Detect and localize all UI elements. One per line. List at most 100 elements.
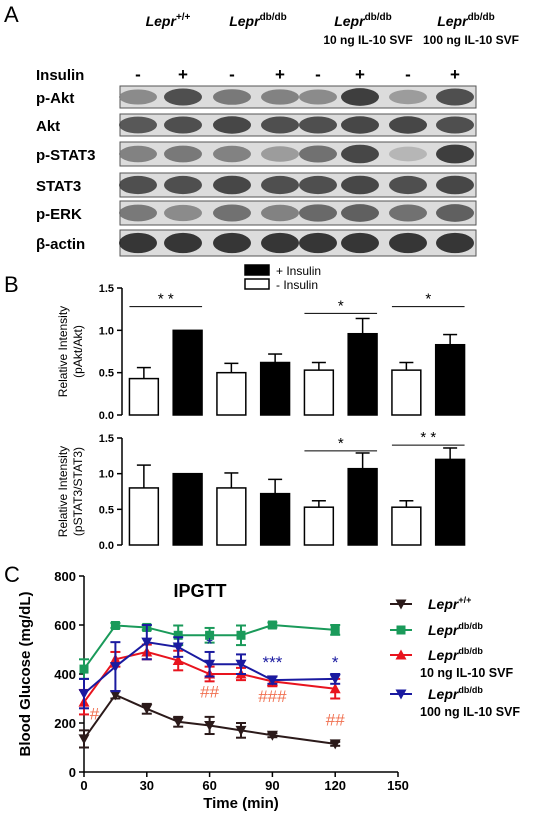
significance-label: * *	[420, 429, 436, 446]
blot-band	[389, 89, 427, 105]
bar	[128, 487, 160, 546]
blot-label: Akt	[36, 118, 60, 135]
legend-label: Leprdb/db	[428, 685, 483, 702]
y-axis-label: (pSTAT3/STAT3)	[71, 447, 85, 536]
y-tick-label: 1.0	[99, 469, 114, 481]
y-tick-label: 0.5	[99, 504, 114, 516]
blot-band	[341, 116, 379, 134]
insulin-sign: +	[450, 65, 460, 84]
insulin-sign: -	[135, 65, 141, 84]
series-point	[235, 659, 247, 670]
blot-band	[213, 89, 251, 105]
legend-sublabel: 100 ng IL-10 SVF	[420, 705, 520, 719]
insulin-row-label: Insulin	[36, 67, 84, 84]
x-tick-label: 30	[140, 778, 154, 793]
legend-marker	[395, 649, 407, 660]
pakt-bar-chart: 0.0 0.5 1.0 1.5 Relative Intensity (pAkt/Akt)…	[56, 264, 466, 422]
y-tick-label: 0.0	[99, 410, 114, 422]
blot-band	[164, 175, 202, 195]
series-point	[109, 662, 121, 673]
bar	[347, 467, 378, 546]
legend-label: + Insulin	[276, 264, 321, 278]
blot-band	[389, 232, 427, 254]
insulin-sign: +	[355, 65, 365, 84]
group-label-main: Lepr	[146, 13, 178, 29]
series-point	[110, 620, 120, 630]
y-tick-label: 1.5	[99, 433, 114, 445]
series-point	[205, 630, 215, 640]
blot-band	[213, 116, 251, 134]
y-tick-label: 1.0	[99, 325, 114, 337]
legend-label: Lepr+/+	[428, 595, 471, 612]
series-point	[141, 637, 153, 648]
series-point	[329, 739, 341, 750]
bar	[347, 332, 378, 416]
group-label-main: Lepr	[437, 13, 469, 29]
blot-band	[299, 145, 337, 163]
panel-a-letter: A	[4, 2, 19, 27]
insulin-sign: -	[405, 65, 411, 84]
blot-band	[436, 88, 474, 106]
series-point	[329, 683, 341, 694]
ipgtt-line-chart: 0 200 400 600 800 0 30 60 90 120 150 Time (min) Bloo…	[17, 569, 520, 812]
blot-label: p-ERK	[36, 206, 82, 223]
blot-band	[213, 175, 251, 195]
group-label: Leprdb/db	[437, 12, 495, 29]
legend-sublabel: 10 ng IL-10 SVF	[420, 666, 513, 680]
blot-band	[119, 89, 157, 105]
bar	[434, 343, 466, 416]
blot-band	[299, 116, 337, 134]
blot-label: p-Akt	[36, 90, 74, 107]
insulin-sign: +	[275, 65, 285, 84]
series-point	[79, 664, 89, 674]
series-point	[204, 720, 216, 731]
blot-band	[119, 175, 157, 195]
significance-annotation: ##	[200, 682, 219, 701]
x-tick-label: 90	[265, 778, 279, 793]
legend-marker	[396, 625, 406, 635]
blot-band	[164, 204, 202, 222]
blot-label: β-actin	[36, 236, 85, 253]
y-axis-label: Relative Intensity	[56, 446, 70, 537]
bar	[391, 369, 422, 416]
group-label-sup: +/+	[176, 12, 191, 23]
blot-band	[389, 146, 427, 162]
y-tick-label: 0	[69, 765, 76, 780]
insulin-sign: +	[178, 65, 188, 84]
blot-band	[261, 175, 299, 195]
legend-label-sup: db/db	[458, 646, 483, 656]
x-tick-label: 120	[324, 778, 346, 793]
blot-band	[299, 175, 337, 195]
group-label-main: Lepr	[229, 13, 261, 29]
blot-band	[341, 232, 379, 254]
blot-band	[389, 116, 427, 134]
bar	[172, 472, 203, 546]
series-point	[329, 674, 341, 685]
group-label-sup: db/db	[260, 12, 287, 23]
legend-label-sup: +/+	[458, 595, 471, 605]
series-point	[266, 730, 278, 741]
group-label: Leprdb/db	[229, 12, 287, 29]
significance-annotation: *	[206, 635, 213, 654]
bar	[259, 361, 291, 416]
blot-band	[436, 232, 474, 254]
blot-band	[261, 146, 299, 162]
group-label-main: Lepr	[334, 13, 366, 29]
series-point	[78, 689, 90, 700]
legend-label-main: Lepr	[428, 686, 460, 702]
x-tick-label: 60	[202, 778, 216, 793]
legend-label: Leprdb/db	[428, 646, 483, 663]
legend-swatch	[244, 278, 270, 290]
blot-band	[164, 145, 202, 163]
blot-band	[299, 204, 337, 222]
series-point	[267, 620, 277, 630]
significance-annotation: *	[332, 653, 339, 672]
blot-band	[389, 175, 427, 195]
legend-swatch	[244, 264, 270, 276]
legend-label-sup: db/db	[458, 621, 483, 631]
bar	[216, 487, 247, 546]
y-tick-label: 1.5	[99, 283, 114, 295]
blot-band	[341, 144, 379, 164]
